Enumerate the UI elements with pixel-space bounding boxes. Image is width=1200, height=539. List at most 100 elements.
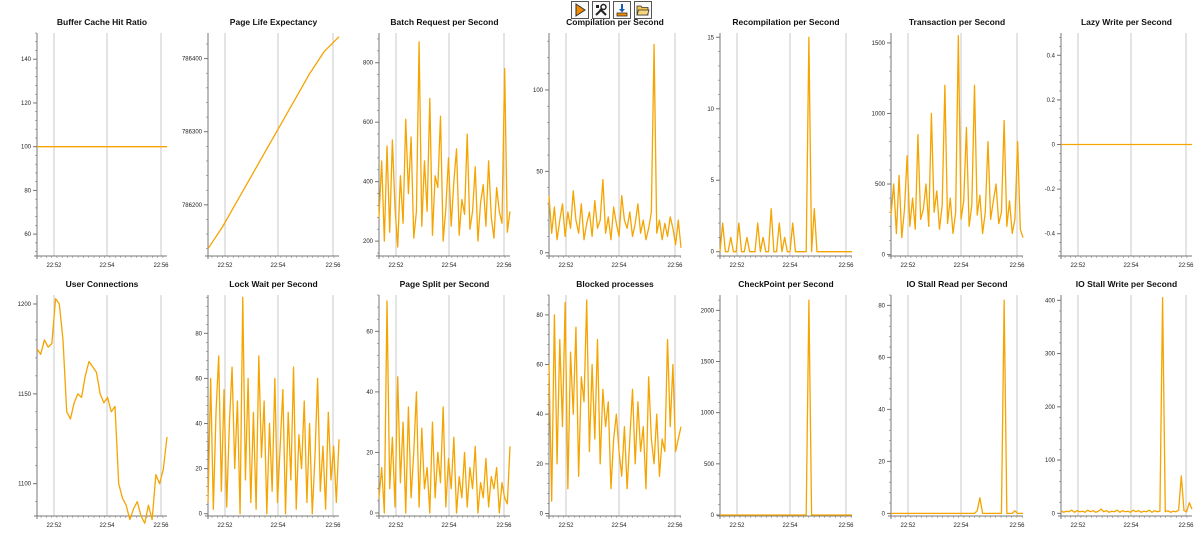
- x-tick-label: 22:54: [270, 523, 286, 529]
- y-tick-label: -0.4: [1045, 232, 1056, 238]
- y-tick-label: 60: [536, 363, 543, 369]
- x-tick-label: 22:54: [953, 523, 969, 529]
- y-tick-label: 0: [882, 511, 886, 517]
- x-tick-label: 22:56: [667, 263, 683, 269]
- y-tick-label: 1150: [18, 392, 32, 398]
- chart-title: Page Life Expectancy: [230, 17, 318, 27]
- chart-user-connections: User Connections 1100 1150 1200 22:52 22:54 22…: [18, 279, 170, 529]
- series-line-lock-wait-per-second: [207, 296, 340, 515]
- y-tick-label: 300: [1045, 352, 1056, 358]
- y-tick-label: 60: [195, 376, 202, 382]
- y-tick-label: 786300: [182, 130, 203, 136]
- y-tick-label: -0.2: [1045, 187, 1056, 193]
- chart-io-stall-write-per-second: IO Stall Write per Second 0 100 200 300 400 22…: [1045, 279, 1194, 529]
- series-line-io-stall-write-per-second: [1060, 297, 1193, 513]
- y-tick-label: 0: [1052, 511, 1056, 517]
- y-tick-label: 200: [1045, 405, 1056, 411]
- open-button[interactable]: [634, 1, 652, 19]
- x-tick-label: 22:56: [838, 263, 854, 269]
- y-tick-label: 40: [878, 407, 885, 413]
- y-tick-label: 40: [195, 422, 202, 428]
- x-tick-label: 22:56: [325, 523, 341, 529]
- series-line-page-split-per-second: [378, 300, 511, 514]
- x-tick-label: 22:56: [496, 263, 512, 269]
- y-tick-label: 500: [704, 462, 715, 468]
- y-tick-label: 600: [363, 120, 374, 126]
- x-tick-label: 22:56: [496, 523, 512, 529]
- chart-title: CheckPoint per Second: [738, 279, 833, 289]
- chart-batch-request-per-second: Batch Request per Second 200 400 600 800 22:5…: [363, 17, 512, 269]
- x-tick-label: 22:52: [217, 523, 233, 529]
- x-tick-label: 22:52: [729, 263, 745, 269]
- x-tick-label: 22:56: [153, 523, 169, 529]
- y-tick-label: 200: [363, 239, 374, 245]
- y-tick-label: 60: [24, 232, 31, 238]
- x-tick-label: 22:54: [270, 263, 286, 269]
- x-tick-label: 22:52: [900, 263, 916, 269]
- x-tick-label: 22:56: [838, 523, 854, 529]
- y-tick-label: 80: [195, 331, 202, 337]
- download-icon: [616, 4, 628, 17]
- y-tick-label: 1000: [872, 111, 886, 117]
- chart-lazy-write-per-second: Lazy Write per Second -0.4 -0.2 0 0.2 0.4 22:5…: [1045, 17, 1195, 269]
- x-tick-label: 22:54: [1123, 523, 1139, 529]
- y-tick-label: 400: [363, 180, 374, 186]
- y-tick-label: 1200: [18, 302, 32, 308]
- series-line-transaction-per-second: [890, 35, 1024, 239]
- y-tick-label: 20: [366, 450, 373, 456]
- y-tick-label: 100: [1045, 458, 1056, 464]
- chart-title: Transaction per Second: [909, 17, 1005, 27]
- chart-compilation-per-second: Compilation per Second 0 50 100 22:52 22:54 22…: [533, 17, 683, 269]
- series-line-checkpoint-per-second: [720, 299, 852, 516]
- y-tick-label: 800: [363, 61, 374, 67]
- chart-title: Batch Request per Second: [390, 17, 498, 27]
- x-tick-label: 22:52: [1070, 523, 1086, 529]
- y-tick-label: 20: [878, 459, 885, 465]
- series-line-compilation-per-second: [548, 43, 682, 248]
- y-tick-label: 60: [878, 355, 885, 361]
- settings-button[interactable]: [592, 1, 610, 19]
- x-tick-label: 22:54: [99, 523, 115, 529]
- chart-lock-wait-per-second: Lock Wait per Second 0 20 40 60 80 22:52 22:54 2…: [195, 279, 341, 529]
- y-tick-label: 15: [707, 35, 714, 41]
- y-tick-label: 1500: [872, 41, 886, 47]
- y-tick-label: 1000: [701, 411, 715, 417]
- x-tick-label: 22:56: [1009, 263, 1025, 269]
- y-tick-label: 0: [370, 511, 374, 517]
- x-tick-label: 22:52: [46, 523, 62, 529]
- x-tick-label: 22:52: [1070, 263, 1086, 269]
- x-tick-label: 22:52: [46, 263, 62, 269]
- run-button[interactable]: [571, 1, 589, 19]
- y-tick-label: 786400: [182, 57, 203, 63]
- export-button[interactable]: [613, 1, 631, 19]
- x-tick-label: 22:56: [153, 263, 169, 269]
- chart-title: Recompilation per Second: [732, 17, 839, 27]
- chart-title: IO Stall Read per Second: [906, 279, 1007, 289]
- chart-page-life-expectancy: Page Life Expectancy 786200 786300 786400 22…: [182, 17, 341, 269]
- x-tick-label: 22:54: [782, 523, 798, 529]
- y-tick-label: 2000: [701, 308, 715, 314]
- x-tick-label: 22:54: [611, 263, 627, 269]
- y-tick-label: 0: [711, 513, 715, 519]
- x-tick-label: 22:52: [388, 263, 404, 269]
- y-tick-label: 20: [536, 462, 543, 468]
- x-tick-label: 22:54: [782, 263, 798, 269]
- series-line-page-life-expectancy: [207, 36, 340, 250]
- chart-checkpoint-per-second: CheckPoint per Second 0 500 1000 1500 2000 22:…: [701, 279, 855, 529]
- x-tick-label: 22:54: [99, 263, 115, 269]
- y-tick-label: 80: [536, 313, 543, 319]
- chart-title: Buffer Cache Hit Ratio: [57, 17, 147, 27]
- x-tick-label: 22:52: [217, 263, 233, 269]
- x-tick-label: 22:52: [900, 523, 916, 529]
- series-line-batch-request-per-second: [378, 41, 511, 248]
- chart-recompilation-per-second: Recompilation per Second 0 5 10 15 22:52 22:54…: [707, 17, 854, 269]
- y-tick-label: 0.2: [1047, 98, 1056, 104]
- series-line-blocked-processes: [548, 299, 682, 502]
- y-tick-label: 40: [536, 412, 543, 418]
- x-tick-label: 22:54: [611, 523, 627, 529]
- chart-io-stall-read-per-second: IO Stall Read per Second 0 20 40 60 80 22:52 22…: [878, 279, 1025, 529]
- play-icon: [575, 3, 586, 17]
- x-tick-label: 22:54: [1123, 263, 1139, 269]
- series-line-user-connections: [36, 297, 168, 524]
